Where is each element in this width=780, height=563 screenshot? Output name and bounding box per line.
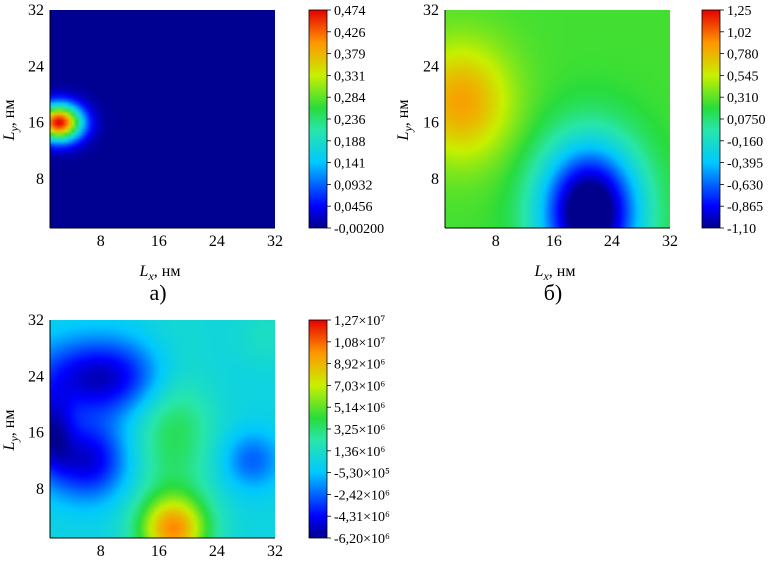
colorbar-tick-label: -1,10 [727, 222, 756, 237]
colorbar-tick-label: 0,236 [334, 113, 366, 128]
colorbar-tick-label: 3,25×10⁶ [334, 423, 385, 438]
x-tick-label: 16 [151, 233, 167, 250]
x-tick-label: 16 [546, 233, 562, 250]
panel-label: б) [544, 280, 563, 305]
colorbar-tick-label: 1,27×10⁷ [334, 314, 385, 329]
y-tick-label: 24 [28, 368, 44, 385]
colorbar-a: 0,474 0,426 0,379 0,331 0,284 0,236 0,188 0,141… [308, 4, 384, 237]
colorbar-tick-label: -0,160 [727, 135, 763, 150]
y-tick-label: 32 [28, 312, 44, 329]
colorbar-tick-label: -5,30×10⁵ [334, 467, 390, 482]
y-tick-label: 24 [28, 58, 44, 75]
colorbar-tick-label: 8,92×10⁶ [334, 358, 385, 373]
colorbar-tick-label: 0,188 [334, 135, 366, 150]
colorbar-tick-label: 0,379 [334, 48, 366, 63]
x-tick-label: 8 [97, 233, 105, 250]
colorbar-tick-label: -4,31×10⁶ [334, 510, 390, 525]
y-tick-label: 8 [36, 481, 44, 498]
y-tick-label: 16 [28, 425, 44, 442]
colorbar-tick-label: -0,865 [727, 200, 763, 215]
colorbar-tick-label: -2,42×10⁶ [334, 488, 390, 503]
y-tick-label: 24 [423, 58, 439, 75]
colorbar-tick-label: 0,0932 [334, 178, 373, 193]
colorbar-tick-label: -0,395 [727, 157, 763, 172]
colorbar-tick-label: 0,331 [334, 69, 366, 84]
x-tick-label: 32 [267, 543, 283, 560]
y-tick-label: 8 [431, 171, 439, 188]
y-tick-label: 8 [36, 171, 44, 188]
colorbar-tick-label: 1,08×10⁷ [334, 336, 385, 351]
y-axis-label: Ly, нм [395, 100, 415, 142]
panel-label: а) [149, 280, 166, 305]
colorbar-tick-label: 0,310 [727, 91, 759, 106]
colorbar-tick-label: -0,630 [727, 178, 763, 193]
colorbar-gradient [308, 319, 328, 539]
colorbar-tick-label: 0,0456 [334, 200, 373, 215]
colorbar-gradient [701, 9, 721, 229]
colorbar-tick-label: 0,0750 [727, 113, 766, 128]
y-tick-label: 32 [28, 2, 44, 19]
heatmap-b: 8 16 24 32 8 16 24 32 Ly, нм Lx, нмб) 1,25 1,02 0,78… [395, 2, 766, 305]
x-axis-label: Lx, нм [534, 263, 576, 283]
x-tick-label: 24 [604, 233, 620, 250]
heatmap-image-b [445, 10, 670, 228]
colorbar-tick-label: 0,474 [334, 4, 366, 19]
colorbar-tick-label: 1,02 [727, 26, 752, 41]
x-tick-label: 32 [662, 233, 678, 250]
x-tick-label: 32 [267, 233, 283, 250]
x-tick-label: 24 [209, 543, 225, 560]
x-tick-label: 24 [209, 233, 225, 250]
colorbar-tick-label: 5,14×10⁶ [334, 401, 385, 416]
colorbar-tick-label: 0,426 [334, 26, 366, 41]
colorbar-tick-label: -0,00200 [334, 222, 384, 237]
colorbar-tick-label: 7,03×10⁶ [334, 379, 385, 394]
x-axis-label: Lx, нм [139, 263, 181, 283]
y-tick-label: 32 [423, 2, 439, 19]
x-tick-label: 8 [492, 233, 500, 250]
colorbar-b: 1,25 1,02 0,780 0,545 0,310 0,0750 -0,160 -0,39… [701, 4, 766, 237]
colorbar-tick-label: 0,141 [334, 157, 366, 172]
colorbar-c: 1,27×10⁷ 1,08×10⁷ 8,92×10⁶ 7,03×10⁶ 5,14×10⁶… [308, 314, 390, 547]
colorbar-tick-label: 0,284 [334, 91, 366, 106]
y-tick-label: 16 [28, 115, 44, 132]
heatmap-image-c [50, 320, 275, 538]
y-axis-label: Ly, нм [1, 100, 21, 142]
heatmap-c: 8 16 24 32 8 16 24 32 Ly, нм 1,27×10⁷ 1,08×10⁷ 8,92… [1, 312, 390, 560]
x-tick-label: 16 [151, 543, 167, 560]
y-tick-label: 16 [423, 115, 439, 132]
colorbar-tick-label: 0,780 [727, 48, 759, 63]
colorbar-tick-label: 0,545 [727, 69, 759, 84]
colorbar-tick-label: 1,36×10⁶ [334, 445, 385, 460]
heatmap-image-a [50, 10, 275, 228]
y-axis-label: Ly, нм [1, 410, 21, 452]
colorbar-tick-label: -6,20×10⁶ [334, 532, 390, 547]
colorbar-tick-label: 1,25 [727, 4, 752, 19]
colorbar-gradient [308, 9, 328, 229]
x-tick-label: 8 [97, 543, 105, 560]
